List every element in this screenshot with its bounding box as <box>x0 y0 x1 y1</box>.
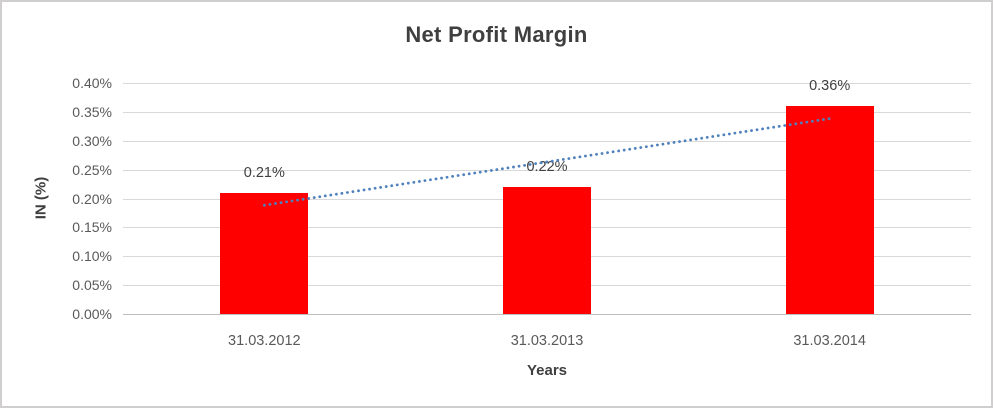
x-tick-label: 31.03.2014 <box>793 333 866 349</box>
y-tick-label: 0.10% <box>72 248 112 265</box>
x-axis-title: Years <box>526 362 568 379</box>
chart-title: Net Profit Margin <box>405 22 588 47</box>
y-tick-label: 0.25% <box>72 161 112 178</box>
y-tick-label: 0.40% <box>72 75 112 91</box>
x-tick-label: 31.03.2013 <box>510 333 584 349</box>
bar-31.03.2014 <box>785 106 874 314</box>
gridline <box>123 83 971 84</box>
y-tick-label: 0.35% <box>72 103 112 120</box>
bar-value-label: 0.36% <box>809 78 851 95</box>
bar-value-label: 0.22% <box>526 158 568 175</box>
gridline <box>123 111 971 113</box>
bar-31.03.2013 <box>503 186 591 314</box>
bar-31.03.2012 <box>220 192 309 314</box>
y-tick-label: 0.00% <box>72 306 112 322</box>
y-tick-label: 0.15% <box>72 219 112 236</box>
y-tick-label: 0.05% <box>72 277 112 294</box>
y-tick-label: 0.30% <box>72 132 112 149</box>
bar-value-label: 0.21% <box>243 164 285 181</box>
x-tick-label: 31.03.2012 <box>228 333 301 349</box>
x-axis-line <box>123 314 971 315</box>
y-tick-label: 0.20% <box>72 190 112 207</box>
